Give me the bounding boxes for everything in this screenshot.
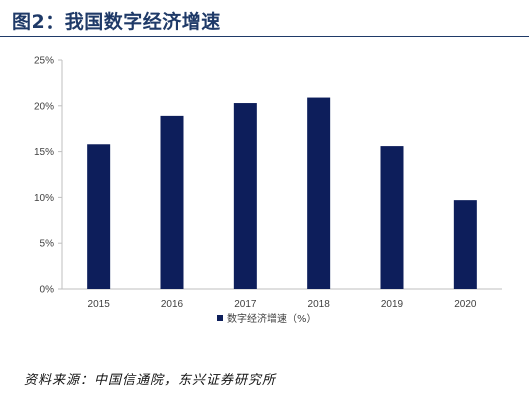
bar bbox=[160, 115, 184, 289]
bar bbox=[453, 200, 477, 289]
legend-swatch bbox=[217, 315, 223, 321]
plot-area: 0% 5% 10% 15% 20% 25% 2015 2016 2017 2018 2019 2020… bbox=[34, 56, 502, 325]
bar-chart: 0% 5% 10% 15% 20% 25% 2015 2016 2017 2018 2019 2020… bbox=[34, 56, 502, 325]
y-tick-label: 25% bbox=[34, 56, 54, 67]
bar bbox=[87, 144, 111, 289]
bar bbox=[380, 146, 404, 289]
x-tick-label: 2016 bbox=[161, 299, 184, 310]
source-note: 资料来源：中国信通院，东兴证券研究所 bbox=[24, 373, 277, 388]
x-tick-label: 2015 bbox=[88, 299, 111, 310]
y-tick-label: 20% bbox=[34, 101, 54, 112]
y-tick-label: 5% bbox=[40, 239, 55, 250]
title-divider bbox=[0, 36, 529, 37]
x-tick-label: 2019 bbox=[381, 299, 404, 310]
legend-label: 数字经济增速（%） bbox=[227, 312, 317, 325]
bar bbox=[307, 97, 331, 289]
x-tick-label: 2018 bbox=[308, 299, 331, 310]
bar bbox=[233, 103, 257, 289]
y-tick-label: 0% bbox=[40, 285, 55, 296]
y-tick-label: 15% bbox=[34, 147, 54, 158]
chart-title: 图2：我国数字经济增速 bbox=[12, 11, 221, 33]
x-tick-label: 2017 bbox=[234, 299, 257, 310]
x-tick-label: 2020 bbox=[454, 299, 477, 310]
y-tick-label: 10% bbox=[34, 193, 54, 204]
